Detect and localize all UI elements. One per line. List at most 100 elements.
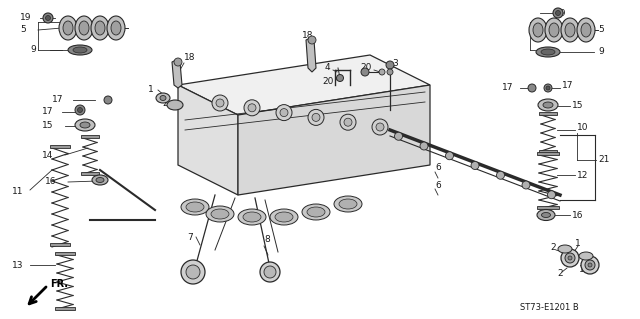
Ellipse shape <box>270 209 298 225</box>
Circle shape <box>565 253 575 263</box>
Bar <box>55 307 75 310</box>
Bar <box>537 152 559 155</box>
Polygon shape <box>178 55 430 115</box>
Ellipse shape <box>579 252 593 260</box>
Circle shape <box>379 69 385 75</box>
Text: 3: 3 <box>392 58 397 68</box>
Circle shape <box>556 11 561 16</box>
Ellipse shape <box>243 212 261 222</box>
Text: 18: 18 <box>184 54 195 63</box>
Ellipse shape <box>561 18 579 42</box>
Ellipse shape <box>577 18 595 42</box>
Ellipse shape <box>275 212 293 222</box>
Circle shape <box>75 105 85 115</box>
Circle shape <box>528 84 536 92</box>
Circle shape <box>522 181 530 189</box>
Polygon shape <box>238 85 430 195</box>
Text: 2: 2 <box>550 243 556 253</box>
Circle shape <box>581 256 599 274</box>
Ellipse shape <box>79 21 89 35</box>
Ellipse shape <box>238 209 266 225</box>
Text: 11: 11 <box>12 188 24 197</box>
Ellipse shape <box>59 16 77 40</box>
Circle shape <box>376 123 384 131</box>
Circle shape <box>386 61 394 69</box>
Text: 9: 9 <box>30 46 36 55</box>
Circle shape <box>553 8 563 18</box>
Circle shape <box>445 152 454 160</box>
Text: 5: 5 <box>20 26 26 34</box>
Text: 1: 1 <box>579 265 585 275</box>
Text: 1: 1 <box>148 85 154 94</box>
Circle shape <box>585 260 595 270</box>
Circle shape <box>497 171 504 179</box>
Text: 19: 19 <box>555 9 566 18</box>
Ellipse shape <box>75 119 95 131</box>
Circle shape <box>340 114 356 130</box>
Circle shape <box>308 109 324 125</box>
Bar <box>539 112 557 115</box>
Bar <box>55 252 75 255</box>
Text: 6: 6 <box>435 181 441 189</box>
Ellipse shape <box>529 18 547 42</box>
Text: 16: 16 <box>572 211 584 219</box>
Bar <box>537 206 559 209</box>
Circle shape <box>312 113 320 122</box>
Ellipse shape <box>63 21 73 35</box>
Text: 16: 16 <box>45 177 56 187</box>
Ellipse shape <box>565 23 575 37</box>
Text: 18: 18 <box>302 31 314 40</box>
Ellipse shape <box>211 209 229 219</box>
Ellipse shape <box>543 102 553 108</box>
Circle shape <box>544 84 552 92</box>
Text: 15: 15 <box>42 122 54 130</box>
Text: 2: 2 <box>162 99 168 108</box>
Text: 9: 9 <box>598 48 604 56</box>
Text: 17: 17 <box>562 81 573 91</box>
Ellipse shape <box>181 199 209 215</box>
Ellipse shape <box>91 16 109 40</box>
Bar <box>50 145 70 148</box>
Ellipse shape <box>533 23 543 37</box>
Text: 19: 19 <box>20 13 31 23</box>
Ellipse shape <box>536 47 560 57</box>
Circle shape <box>394 132 403 140</box>
Bar <box>50 243 70 246</box>
Ellipse shape <box>186 202 204 212</box>
Circle shape <box>248 104 256 112</box>
Circle shape <box>361 68 369 76</box>
Text: 20: 20 <box>360 63 371 72</box>
Text: ST73-E1201 B: ST73-E1201 B <box>520 303 579 313</box>
Ellipse shape <box>80 122 90 128</box>
Text: 7: 7 <box>187 233 193 241</box>
Ellipse shape <box>538 99 558 111</box>
Circle shape <box>471 161 479 169</box>
Circle shape <box>280 108 288 117</box>
Bar <box>81 172 99 175</box>
Text: 15: 15 <box>572 101 584 110</box>
Ellipse shape <box>107 16 125 40</box>
Text: 10: 10 <box>577 123 589 132</box>
Circle shape <box>546 86 550 90</box>
Polygon shape <box>172 60 182 88</box>
Circle shape <box>104 96 112 104</box>
Circle shape <box>77 108 83 113</box>
Circle shape <box>420 142 428 150</box>
Text: 8: 8 <box>264 235 269 244</box>
Text: 20: 20 <box>322 78 333 86</box>
Ellipse shape <box>581 23 591 37</box>
Circle shape <box>264 266 276 278</box>
Bar <box>539 150 557 153</box>
Circle shape <box>372 119 388 135</box>
Polygon shape <box>178 85 238 195</box>
Circle shape <box>344 118 352 126</box>
Text: 1: 1 <box>575 239 580 248</box>
Circle shape <box>244 100 260 116</box>
Ellipse shape <box>549 23 559 37</box>
Circle shape <box>308 36 316 44</box>
Text: 17: 17 <box>42 108 54 116</box>
Ellipse shape <box>558 245 572 253</box>
Ellipse shape <box>334 196 362 212</box>
Circle shape <box>174 58 182 66</box>
Ellipse shape <box>206 206 234 222</box>
